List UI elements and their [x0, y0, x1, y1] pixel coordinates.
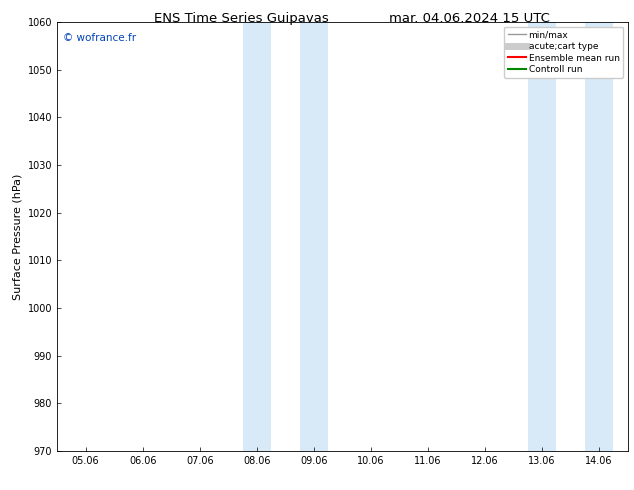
Text: © wofrance.fr: © wofrance.fr [63, 33, 136, 43]
Bar [300, 22, 328, 451]
Text: mar. 04.06.2024 15 UTC: mar. 04.06.2024 15 UTC [389, 12, 550, 25]
Bar [528, 22, 557, 451]
Y-axis label: Surface Pressure (hPa): Surface Pressure (hPa) [12, 173, 22, 299]
Legend: min/max, acute;cart type, Ensemble mean run, Controll run: min/max, acute;cart type, Ensemble mean … [504, 26, 623, 78]
Bar [585, 22, 613, 451]
Bar [242, 22, 271, 451]
Text: ENS Time Series Guipavas: ENS Time Series Guipavas [153, 12, 328, 25]
